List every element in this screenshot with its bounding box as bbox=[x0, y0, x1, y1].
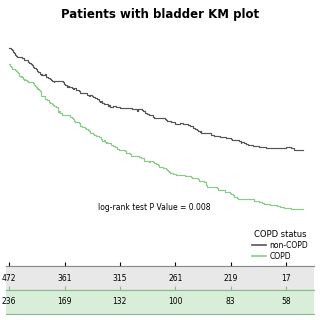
X-axis label: x: x bbox=[157, 284, 163, 292]
Text: 100: 100 bbox=[168, 297, 182, 306]
Text: 261: 261 bbox=[168, 274, 182, 283]
Text: Patients with bladder KM plot: Patients with bladder KM plot bbox=[61, 8, 259, 21]
Text: 58: 58 bbox=[281, 297, 291, 306]
Text: 472: 472 bbox=[2, 274, 16, 283]
Text: log-rank test P Value = 0.008: log-rank test P Value = 0.008 bbox=[98, 203, 210, 212]
Text: 315: 315 bbox=[113, 274, 127, 283]
Text: 219: 219 bbox=[223, 274, 238, 283]
Text: 17: 17 bbox=[281, 274, 291, 283]
Text: 236: 236 bbox=[2, 297, 16, 306]
Legend: non-COPD, COPD: non-COPD, COPD bbox=[251, 228, 310, 262]
Text: 169: 169 bbox=[57, 297, 72, 306]
Text: 83: 83 bbox=[226, 297, 236, 306]
Text: 361: 361 bbox=[57, 274, 72, 283]
Text: 132: 132 bbox=[113, 297, 127, 306]
